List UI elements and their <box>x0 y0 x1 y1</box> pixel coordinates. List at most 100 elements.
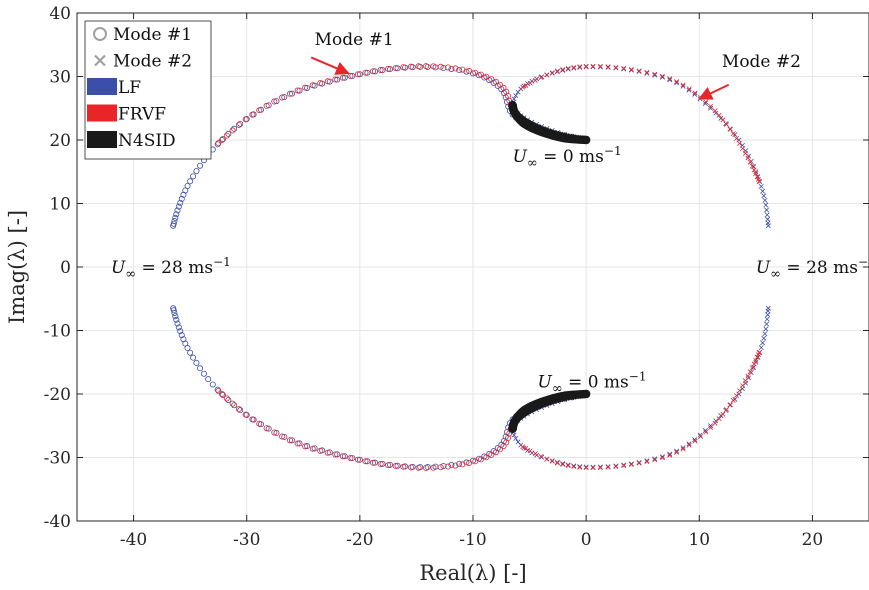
data-point <box>511 96 517 102</box>
y-tick-label: 0 <box>60 258 71 278</box>
data-point <box>302 84 309 91</box>
data-point <box>456 67 463 74</box>
data-point <box>590 63 596 69</box>
data-point <box>237 120 244 127</box>
data-point <box>590 465 596 471</box>
mode2-frvf-series <box>520 350 762 471</box>
data-point <box>708 425 714 431</box>
data-point <box>173 316 180 323</box>
data-point <box>302 443 309 450</box>
data-point <box>513 93 519 99</box>
data-point <box>170 222 177 229</box>
y-axis-label: Imag(λ) [-] <box>5 210 29 324</box>
legend-label: LF <box>118 78 141 98</box>
data-point <box>583 64 589 70</box>
legend-swatch <box>87 78 117 95</box>
data-point <box>400 64 407 71</box>
data-point <box>180 191 187 198</box>
data-point <box>400 463 407 470</box>
data-point <box>549 458 555 464</box>
data-point <box>756 350 762 356</box>
data-point <box>749 163 755 169</box>
data-point <box>554 68 560 74</box>
data-point <box>761 335 767 341</box>
data-point <box>763 326 769 332</box>
data-point <box>644 458 650 464</box>
data-point <box>172 313 179 320</box>
data-point <box>764 321 770 327</box>
data-point <box>652 456 658 462</box>
data-point <box>565 65 571 71</box>
data-point <box>347 455 354 462</box>
data-point <box>636 68 642 74</box>
data-point <box>256 420 263 427</box>
data-point <box>527 448 533 454</box>
data-point <box>532 77 538 83</box>
data-point <box>590 464 596 470</box>
data-point <box>296 87 303 94</box>
data-point <box>379 460 386 467</box>
data-point <box>686 87 692 93</box>
data-point <box>754 174 760 180</box>
anno-var: U <box>111 258 126 278</box>
data-point <box>370 68 377 75</box>
data-point <box>231 402 238 409</box>
data-point <box>215 387 222 394</box>
data-point <box>483 73 490 80</box>
data-point <box>758 345 764 351</box>
y-tick-label: 30 <box>49 68 71 88</box>
data-point <box>174 320 181 327</box>
anno-var: U <box>513 147 528 167</box>
data-point <box>763 202 769 208</box>
data-point <box>560 67 566 73</box>
data-point <box>712 420 718 426</box>
x-tick-label: -20 <box>346 530 373 550</box>
data-point <box>349 455 356 462</box>
data-point <box>347 72 354 79</box>
data-point <box>273 429 280 436</box>
mode-annotation-label: Mode #1 <box>315 30 394 50</box>
data-point <box>377 66 384 73</box>
data-point <box>496 446 503 453</box>
data-point <box>362 458 369 465</box>
data-point <box>492 78 499 85</box>
data-point <box>733 135 739 141</box>
data-point <box>621 463 627 469</box>
data-point <box>317 447 324 454</box>
data-point <box>730 131 736 137</box>
data-point <box>354 456 361 463</box>
data-point <box>392 463 399 470</box>
data-point <box>370 459 377 466</box>
data-point <box>472 69 479 76</box>
data-point <box>716 112 722 118</box>
legend-swatch <box>87 131 117 148</box>
data-point <box>173 211 180 218</box>
data-point <box>334 451 341 458</box>
anno-mid: = 28 ms <box>781 258 858 278</box>
data-point <box>440 65 447 72</box>
data-point <box>520 444 526 450</box>
data-point <box>753 171 759 177</box>
data-point <box>605 464 611 470</box>
annotation-arrow <box>698 83 730 100</box>
x-tick-label: -40 <box>120 530 147 550</box>
data-point <box>605 464 611 470</box>
data-point <box>523 445 529 451</box>
legend-cross-icon <box>94 54 106 67</box>
data-point <box>466 68 473 75</box>
data-point <box>483 454 490 461</box>
data-point <box>472 458 479 465</box>
y-tick-label: 40 <box>49 4 71 24</box>
data-point <box>362 69 369 76</box>
legend-label: Mode #2 <box>113 52 192 72</box>
data-point <box>231 125 238 132</box>
data-point <box>459 461 466 468</box>
data-point <box>747 159 753 165</box>
data-point <box>235 121 242 128</box>
x-axis-label: Real(λ) [-] <box>419 561 526 585</box>
data-point <box>354 71 361 78</box>
data-point <box>286 437 293 444</box>
data-point <box>385 65 392 72</box>
data-point <box>271 429 278 436</box>
